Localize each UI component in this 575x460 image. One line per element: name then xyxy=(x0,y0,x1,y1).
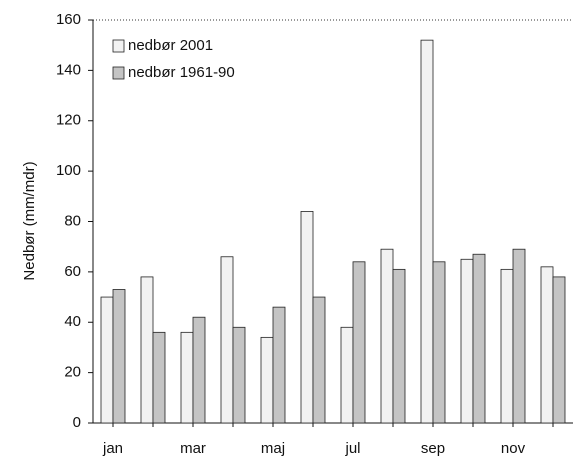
bar xyxy=(352,261,366,424)
y-tick-label: 100 xyxy=(56,162,81,179)
x-tick-label: maj xyxy=(261,440,285,457)
legend-swatch xyxy=(112,39,125,53)
bar xyxy=(260,336,274,424)
bar xyxy=(152,331,166,424)
bar xyxy=(220,256,234,424)
bar xyxy=(552,276,566,424)
x-tick-label: sep xyxy=(421,440,445,457)
bar xyxy=(112,289,126,424)
y-tick-label: 60 xyxy=(64,263,81,280)
y-axis-label: Nedbør (mm/mdr) xyxy=(21,161,38,280)
legend-swatch xyxy=(112,66,125,80)
bar xyxy=(140,276,154,424)
x-tick-label: nov xyxy=(501,440,526,457)
bar xyxy=(340,326,354,424)
y-tick-label: 40 xyxy=(64,313,81,330)
bar xyxy=(472,253,486,424)
y-tick-label: 80 xyxy=(64,212,81,229)
bar xyxy=(232,326,246,424)
bar xyxy=(380,248,394,424)
bar xyxy=(272,306,286,424)
legend-label: nedbør 1961-90 xyxy=(128,64,235,81)
bar xyxy=(300,211,314,424)
y-tick-label: 0 xyxy=(73,414,81,431)
bar xyxy=(312,296,326,424)
bar xyxy=(192,316,206,424)
bar xyxy=(512,248,526,424)
bar xyxy=(500,268,514,424)
bar xyxy=(392,268,406,424)
x-tick-label: jan xyxy=(102,440,123,457)
y-tick-label: 140 xyxy=(56,61,81,78)
bar xyxy=(180,331,194,424)
x-tick-label: jul xyxy=(344,440,360,457)
y-tick-label: 120 xyxy=(56,112,81,129)
y-tick-label: 160 xyxy=(56,11,81,28)
bar xyxy=(460,258,474,424)
legend-label: nedbør 2001 xyxy=(128,37,213,54)
bar xyxy=(100,296,114,424)
x-tick-label: mar xyxy=(180,440,206,457)
bar xyxy=(420,39,434,424)
y-tick-label: 20 xyxy=(64,364,81,381)
bar xyxy=(540,266,554,424)
bar xyxy=(432,261,446,424)
